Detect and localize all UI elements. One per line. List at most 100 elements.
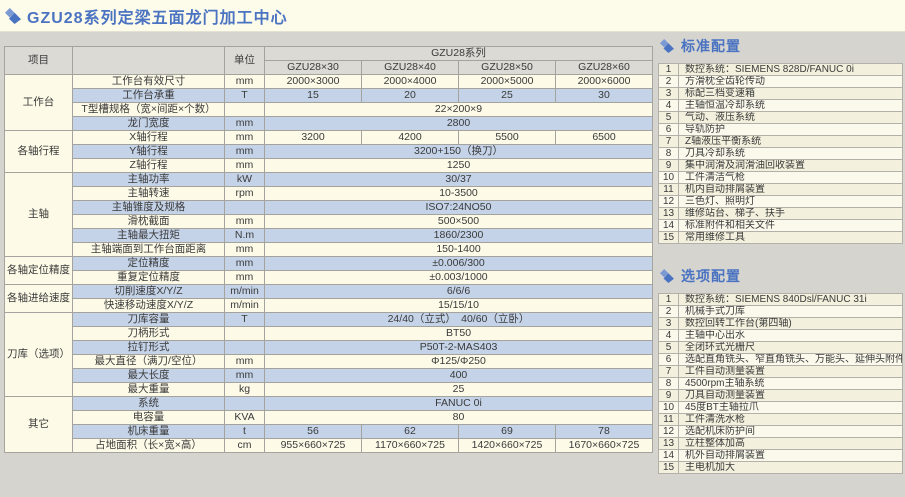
config-row: 4 主轴恒温冷却系统 bbox=[658, 99, 903, 112]
value-cell-span: 6/6/6 bbox=[264, 284, 653, 299]
config-row-text: 主电机加大 bbox=[678, 461, 903, 474]
config-row-number: 15 bbox=[658, 231, 679, 244]
spec-row: 刀库（选项） 刀库容量 T 24/40（立式） 40/60（立卧） bbox=[4, 312, 653, 397]
config-row-number: 7 bbox=[658, 135, 679, 148]
value-cell: 20 bbox=[361, 88, 459, 103]
config-row-number: 14 bbox=[658, 219, 679, 232]
unit-cell: kg bbox=[224, 382, 265, 397]
item-cell: 工作台承重 bbox=[72, 88, 225, 103]
spec-row: 机床重量 t 56 62 69 78 bbox=[5, 424, 653, 439]
value-cell: 15 bbox=[264, 88, 362, 103]
value-cell-span: 1250 bbox=[264, 158, 653, 173]
spec-row: 电容量 KVA 80 bbox=[5, 410, 653, 425]
spec-table: 项目 单位 GZU28系列 GZU28×30 GZU28×40 GZU28×50 GZ… bbox=[4, 46, 653, 453]
unit-cell: KVA bbox=[224, 410, 265, 425]
config-row: 10 工件清洁气枪 bbox=[658, 171, 903, 184]
config-row-text: 主轴恒温冷却系统 bbox=[678, 99, 903, 112]
item-cell: 滑枕截面 bbox=[72, 214, 225, 229]
unit-cell: mm bbox=[224, 214, 265, 229]
optional-config-panel: 选项配置 1 数控系统：SIEMENS 840Dsl/FANUC 31i 2 机械手式… bbox=[658, 266, 903, 474]
spec-row: 滑枕截面 mm 500×500 bbox=[5, 214, 653, 229]
unit-cell: rpm bbox=[224, 186, 265, 201]
value-cell: 4200 bbox=[361, 130, 459, 145]
unit-cell bbox=[224, 396, 265, 411]
config-row-number: 11 bbox=[658, 413, 679, 426]
value-cell-span: ±0.003/1000 bbox=[264, 270, 653, 285]
value-cell-span: FANUC 0i bbox=[264, 396, 653, 411]
group-cell: 刀库（选项） bbox=[4, 312, 73, 397]
unit-cell: t bbox=[224, 424, 265, 439]
spec-row: 各轴定位精度 定位精度 mm ±0.006/300 bbox=[4, 256, 653, 285]
item-cell: T型槽规格（宽×间距×个数） bbox=[72, 102, 225, 117]
config-row-number: 10 bbox=[658, 401, 679, 414]
value-cell-span: 30/37 bbox=[264, 172, 653, 187]
double-diamond-icon bbox=[660, 39, 674, 53]
header-model-2: GZU28×50 bbox=[458, 60, 556, 75]
group-cell: 各轴进给速度 bbox=[4, 284, 73, 313]
header-blank-col bbox=[72, 46, 225, 75]
spec-row: 主轴转速 rpm 10-3500 bbox=[5, 186, 653, 201]
config-row: 11 机内自动排屑装置 bbox=[658, 183, 903, 196]
spec-row: T型槽规格（宽×间距×个数） 22×200×9 bbox=[5, 102, 653, 117]
value-cell-span: BT50 bbox=[264, 326, 653, 341]
config-row-number: 13 bbox=[658, 437, 679, 450]
config-row: 6 选配直角铣头、窄直角铣头、万能头、延伸头附件 bbox=[658, 353, 903, 366]
unit-cell: mm bbox=[224, 270, 265, 285]
item-cell: 主轴锥度及规格 bbox=[72, 200, 225, 215]
config-row-text: 三色灯、照明灯 bbox=[678, 195, 903, 208]
config-row-number: 12 bbox=[658, 195, 679, 208]
config-row: 2 机械手式刀库 bbox=[658, 305, 903, 318]
config-row-text: 机械手式刀库 bbox=[678, 305, 903, 318]
config-row: 3 标配三档变速箱 bbox=[658, 87, 903, 100]
item-cell: 切削速度X/Y/Z bbox=[72, 284, 225, 299]
value-cell-span: 15/15/10 bbox=[264, 298, 653, 313]
header-model-3: GZU28×60 bbox=[555, 60, 653, 75]
value-cell-span: 80 bbox=[264, 410, 653, 425]
value-cell: 56 bbox=[264, 424, 362, 439]
value-cell-span: 22×200×9 bbox=[264, 102, 653, 117]
config-row-text: 选配直角铣头、窄直角铣头、万能头、延伸头附件 bbox=[678, 353, 903, 366]
config-row: 5 全闭环式光栅尺 bbox=[658, 341, 903, 354]
config-row-number: 4 bbox=[658, 99, 679, 112]
config-row-text: 常用维修工具 bbox=[678, 231, 903, 244]
standard-config-panel: 标准配置 1 数控系统：SIEMENS 828D/FANUC 0i 2 方滑枕全齿轮传… bbox=[658, 36, 903, 244]
config-row-text: 刀具冷却系统 bbox=[678, 147, 903, 160]
config-row-text: 主轴中心出水 bbox=[678, 329, 903, 342]
spec-row: 占地面积（长×宽×高） cm 955×660×725 1170×660×725 1420… bbox=[5, 438, 653, 453]
unit-cell: T bbox=[224, 312, 265, 327]
config-row-number: 5 bbox=[658, 341, 679, 354]
config-row-text: 工件清洁气枪 bbox=[678, 171, 903, 184]
config-row: 9 刀具自动测量装置 bbox=[658, 389, 903, 402]
value-cell-span: 24/40（立式） 40/60（立卧） bbox=[264, 312, 653, 327]
header-item-col: 项目 bbox=[4, 46, 73, 75]
config-row: 8 4500rpm主轴系统 bbox=[658, 377, 903, 390]
config-row: 5 气动、液压系统 bbox=[658, 111, 903, 124]
config-row: 1 数控系统：SIEMENS 840Dsl/FANUC 31i bbox=[658, 293, 903, 306]
item-cell: 机床重量 bbox=[72, 424, 225, 439]
spec-row: 主轴锥度及规格 ISO7:24NO50 bbox=[5, 200, 653, 215]
value-cell: 3200 bbox=[264, 130, 362, 145]
value-cell-span: 1860/2300 bbox=[264, 228, 653, 243]
config-row-number: 6 bbox=[658, 353, 679, 366]
unit-cell bbox=[224, 200, 265, 215]
config-row: 14 机外自动排屑装置 bbox=[658, 449, 903, 462]
item-cell: 电容量 bbox=[72, 410, 225, 425]
config-row-text: 数控系统：SIEMENS 840Dsl/FANUC 31i bbox=[678, 293, 903, 306]
config-row-text: 标准附件和相关文件 bbox=[678, 219, 903, 232]
config-row-number: 9 bbox=[658, 389, 679, 402]
item-cell: 系统 bbox=[72, 396, 225, 411]
group-cell: 主轴 bbox=[4, 172, 73, 257]
spec-row: 工作台承重 T 15 20 25 30 bbox=[5, 88, 653, 103]
config-row-number: 8 bbox=[658, 377, 679, 390]
config-row-number: 13 bbox=[658, 207, 679, 220]
unit-cell: mm bbox=[224, 354, 265, 369]
spec-row: 最大重量 kg 25 bbox=[5, 382, 653, 397]
value-cell-span: ±0.006/300 bbox=[264, 256, 653, 271]
config-row: 1 数控系统：SIEMENS 828D/FANUC 0i bbox=[658, 63, 903, 76]
value-cell: 25 bbox=[458, 88, 556, 103]
header-model-1: GZU28×40 bbox=[361, 60, 459, 75]
config-row-text: 工件自动测量装置 bbox=[678, 365, 903, 378]
config-row-text: 立柱整体加高 bbox=[678, 437, 903, 450]
unit-cell: N.m bbox=[224, 228, 265, 243]
spec-row: Z轴行程 mm 1250 bbox=[5, 158, 653, 173]
